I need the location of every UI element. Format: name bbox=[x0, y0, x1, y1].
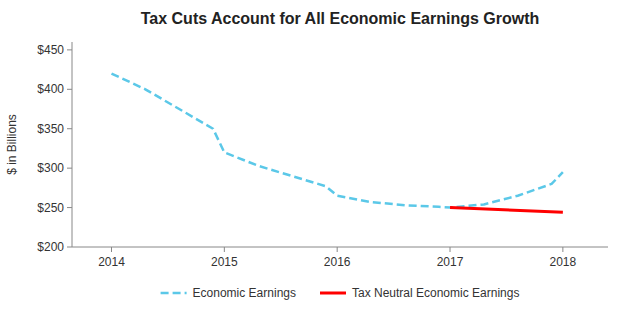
y-tick-label: $350 bbox=[37, 122, 64, 136]
y-tick bbox=[67, 207, 72, 208]
legend-label: Tax Neutral Economic Earnings bbox=[352, 286, 519, 300]
legend-swatch bbox=[161, 292, 187, 295]
y-tick-label: $450 bbox=[37, 43, 64, 57]
lines bbox=[111, 74, 562, 213]
y-tick bbox=[67, 128, 72, 129]
x-tick-label: 2017 bbox=[437, 255, 464, 269]
y-tick-label: $200 bbox=[37, 240, 64, 254]
y-tick bbox=[67, 49, 72, 50]
y-tick bbox=[67, 247, 72, 248]
y-tick-label: $250 bbox=[37, 201, 64, 215]
y-tick bbox=[67, 89, 72, 90]
y-axis-label: $ in Billions bbox=[5, 114, 19, 175]
x-tick-label: 2018 bbox=[550, 255, 577, 269]
x-tick-label: 2015 bbox=[211, 255, 238, 269]
x-tick bbox=[450, 247, 451, 252]
y-tick bbox=[67, 168, 72, 169]
x-axis: 2014 2015 2016 2017 2018 bbox=[72, 247, 608, 269]
series-line bbox=[450, 208, 563, 213]
legend-item: Economic Earnings bbox=[161, 286, 296, 300]
legend-label: Economic Earnings bbox=[193, 286, 296, 300]
legend-item: Tax Neutral Economic Earnings bbox=[320, 286, 519, 300]
x-tick-label: 2014 bbox=[98, 255, 125, 269]
y-axis-line bbox=[72, 42, 73, 247]
x-tick bbox=[337, 247, 338, 252]
series-line bbox=[111, 74, 562, 208]
x-tick bbox=[224, 247, 225, 252]
legend-swatch bbox=[320, 292, 346, 295]
chart: Tax Cuts Account for All Economic Earnin… bbox=[0, 0, 630, 309]
x-tick bbox=[111, 247, 112, 252]
x-tick bbox=[562, 247, 563, 252]
legend: Economic Earnings Tax Neutral Economic Ea… bbox=[161, 286, 520, 300]
title: Tax Cuts Account for All Economic Earnin… bbox=[141, 10, 540, 27]
y-tick-label: $300 bbox=[37, 161, 64, 175]
x-axis-line bbox=[72, 247, 608, 248]
x-tick-label: 2016 bbox=[324, 255, 351, 269]
y-axis: $200 $250 $300 $350 $400 $450 bbox=[37, 42, 72, 254]
y-tick-label: $400 bbox=[37, 82, 64, 96]
